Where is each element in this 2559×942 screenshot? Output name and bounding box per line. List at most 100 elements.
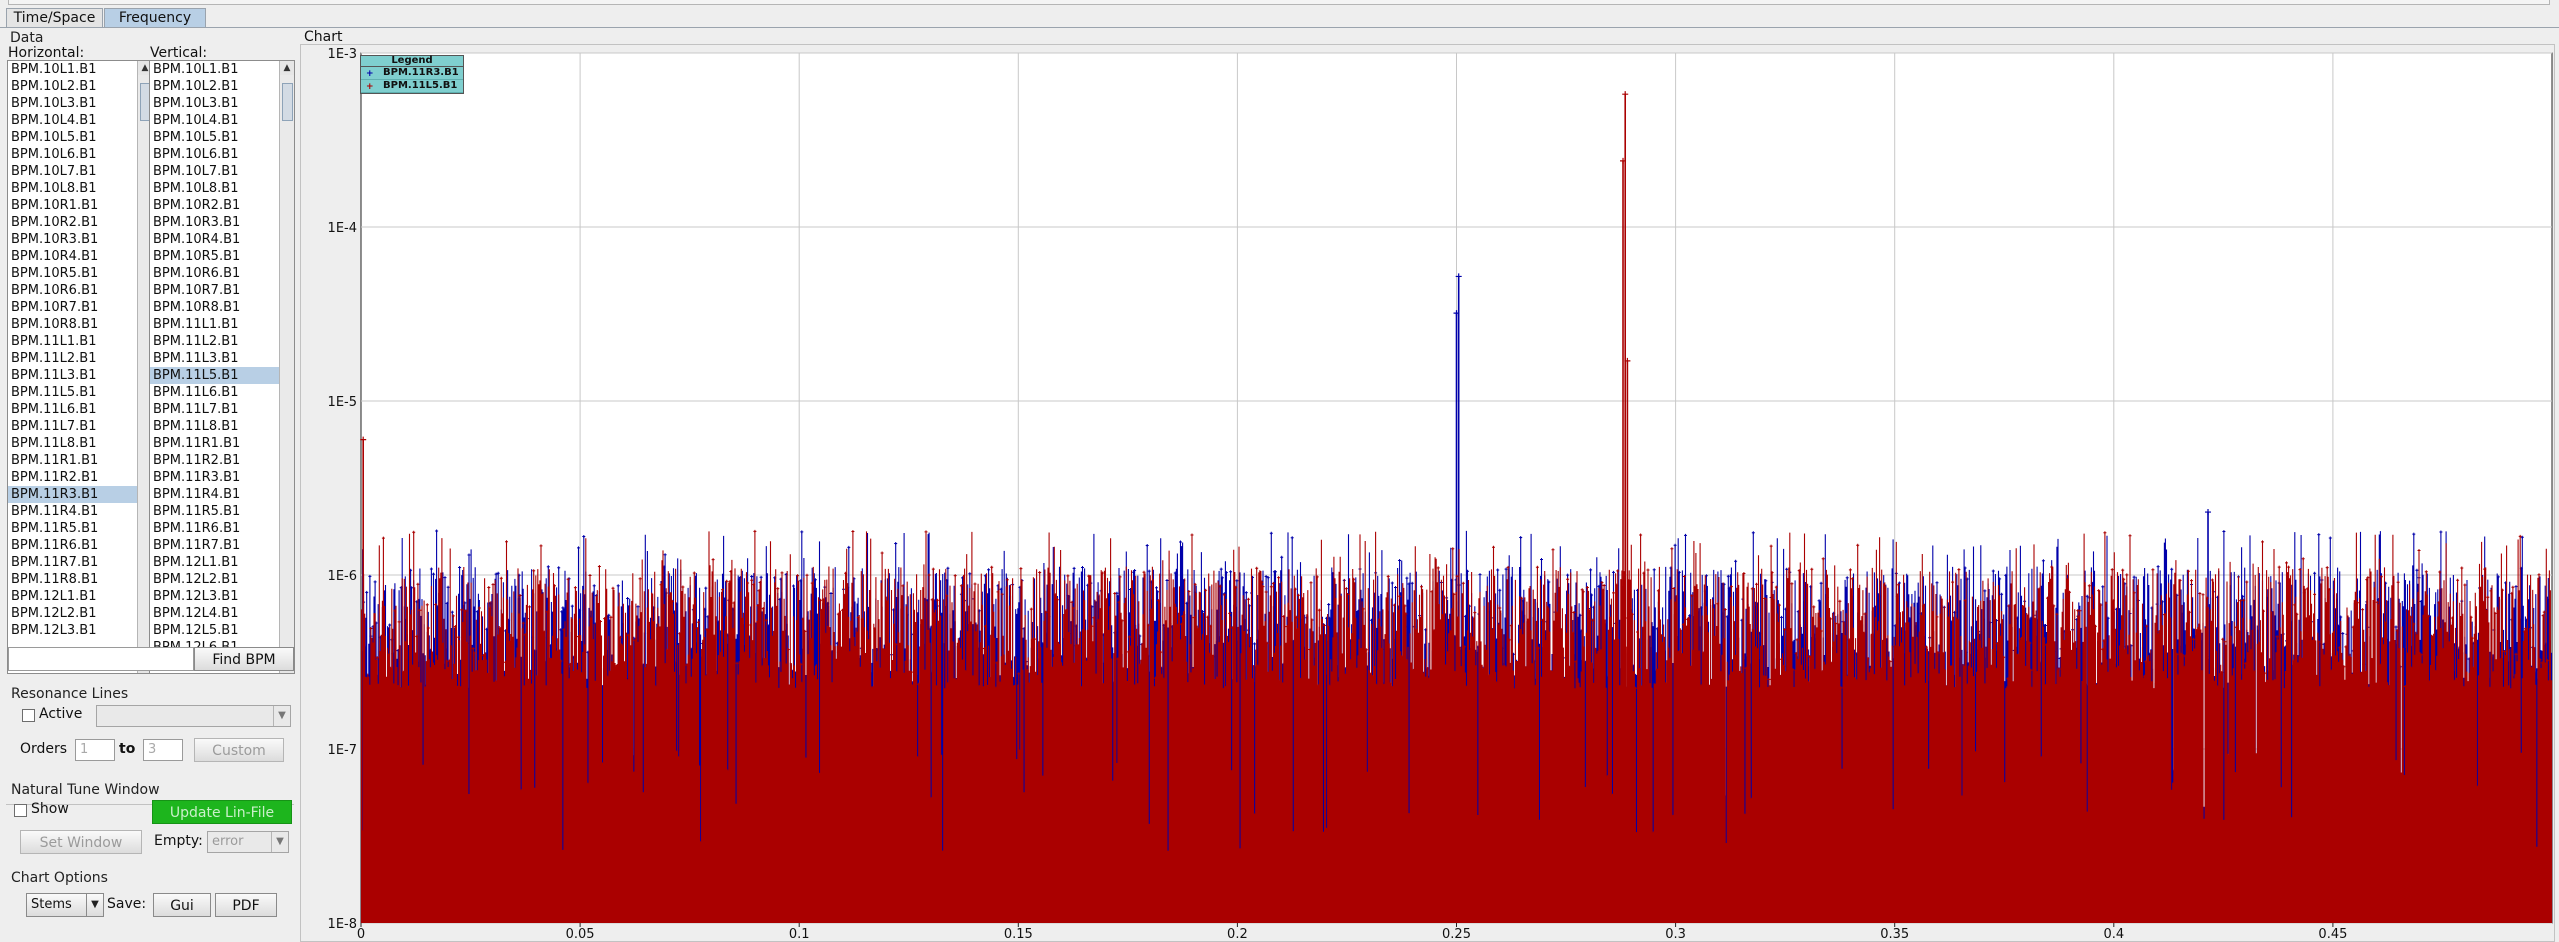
list-item[interactable]: BPM.11L1.B1 [11,334,97,349]
list-item[interactable]: BPM.11L5.B1 [150,367,294,384]
list-item[interactable]: BPM.12L1.B1 [153,555,239,570]
show-checkbox[interactable] [14,804,27,817]
list-item[interactable]: BPM.11R2.B1 [153,453,241,468]
list-item[interactable]: BPM.10R3.B1 [153,215,241,230]
custom-button[interactable]: Custom [194,738,284,762]
list-item[interactable]: BPM.10L1.B1 [11,62,97,77]
chevron-down-icon: ▼ [86,894,103,916]
list-item[interactable]: BPM.11R3.B1 [8,486,152,503]
list-item[interactable]: BPM.10R4.B1 [153,232,241,247]
list-item[interactable]: BPM.12L2.B1 [153,572,239,587]
active-checkbox[interactable] [22,709,35,722]
list-item[interactable]: BPM.11L2.B1 [11,351,97,366]
scroll-up-icon[interactable]: ▲ [280,61,294,75]
find-bpm-button[interactable]: Find BPM [194,647,294,671]
list-item[interactable]: BPM.10R5.B1 [11,266,99,281]
list-item[interactable]: BPM.11R5.B1 [11,521,99,536]
list-item[interactable]: BPM.11R1.B1 [11,453,99,468]
list-item[interactable]: BPM.12L2.B1 [11,606,97,621]
list-item[interactable]: BPM.10L4.B1 [153,113,239,128]
list-item[interactable]: BPM.10L4.B1 [11,113,97,128]
list-item[interactable]: BPM.11R4.B1 [153,487,241,502]
legend-entry-label: BPM.11R3.B1 [383,67,459,78]
frequency-plot[interactable]: 0 0.05 0.1 0.15 0.2 0.25 0.3 0.35 0.4 0.45 1E-3 1E-… [301,45,2554,941]
list-item[interactable]: BPM.11R3.B1 [153,470,241,485]
list-item[interactable]: BPM.11R6.B1 [11,538,99,553]
list-item[interactable]: BPM.10R6.B1 [11,283,99,298]
list-item[interactable]: BPM.10R6.B1 [153,266,241,281]
list-item[interactable]: BPM.10L7.B1 [153,164,239,179]
list-item[interactable]: BPM.11R1.B1 [153,436,241,451]
list-item[interactable]: BPM.10L2.B1 [11,79,97,94]
vertical-list-scrollbar[interactable]: ▲ ▼ [279,61,294,673]
list-item[interactable]: BPM.10L6.B1 [11,147,97,162]
peak-marker [1620,157,1627,164]
list-item[interactable]: BPM.11L2.B1 [153,334,239,349]
resonance-combo[interactable]: ▼ [96,705,291,727]
list-item[interactable]: BPM.10R4.B1 [11,249,99,264]
list-item[interactable]: BPM.10L7.B1 [11,164,97,179]
list-item[interactable]: BPM.10R1.B1 [11,198,99,213]
list-item[interactable]: BPM.10R8.B1 [11,317,99,332]
tab-time-space[interactable]: Time/Space [6,8,103,27]
list-item[interactable]: BPM.10L8.B1 [153,181,239,196]
list-item[interactable]: BPM.12L5.B1 [153,623,239,638]
list-item[interactable]: BPM.10R5.B1 [153,249,241,264]
legend-entry[interactable]: + BPM.11L5.B1 [361,80,463,93]
list-item[interactable]: BPM.11L3.B1 [153,351,239,366]
list-item[interactable]: BPM.10R7.B1 [11,300,99,315]
list-item[interactable]: BPM.11L5.B1 [11,385,97,400]
empty-combo-value: error [212,834,244,849]
save-pdf-button[interactable]: PDF [215,893,277,917]
list-item[interactable]: BPM.11R5.B1 [153,504,241,519]
horizontal-bpm-list[interactable]: BPM.10L1.B1 BPM.10L2.B1 BPM.10L3.B1 BPM.10L… [7,60,153,674]
legend-entry[interactable]: + BPM.11R3.B1 [361,67,463,80]
list-item[interactable]: BPM.10L8.B1 [11,181,97,196]
list-item[interactable]: BPM.11R2.B1 [11,470,99,485]
list-item[interactable]: BPM.10R8.B1 [153,300,241,315]
list-item[interactable]: BPM.10L1.B1 [153,62,239,77]
scroll-thumb[interactable] [282,83,293,121]
list-item[interactable]: BPM.10L6.B1 [153,147,239,162]
list-item[interactable]: BPM.12L4.B1 [153,606,239,621]
empty-combo[interactable]: error ▼ [207,831,289,853]
list-item[interactable]: BPM.11L7.B1 [11,419,97,434]
list-item[interactable]: BPM.12L3.B1 [153,589,239,604]
tab-frequency[interactable]: Frequency [104,8,206,27]
save-gui-button[interactable]: Gui [153,893,211,917]
list-item[interactable]: BPM.10L5.B1 [153,130,239,145]
list-item[interactable]: BPM.11R8.B1 [11,572,99,587]
list-item[interactable]: BPM.11L3.B1 [11,368,97,383]
vertical-bpm-list[interactable]: BPM.10L1.B1 BPM.10L2.B1 BPM.10L3.B1 BPM.10L… [149,60,295,674]
set-window-button[interactable]: Set Window [20,830,142,854]
scroll-up-icon[interactable]: ▲ [138,61,152,75]
plot-type-combo[interactable]: Stems ▼ [26,893,104,917]
list-item[interactable]: BPM.10R2.B1 [11,215,99,230]
order-to-input[interactable]: 3 [143,739,183,761]
list-item[interactable]: BPM.12L1.B1 [11,589,97,604]
order-from-input[interactable]: 1 [75,739,115,761]
bpm-search-input[interactable] [8,647,194,671]
update-lin-file-button[interactable]: Update Lin-File [152,800,292,824]
empty-label: Empty: [154,833,203,849]
list-item[interactable]: BPM.11R6.B1 [153,521,241,536]
list-item[interactable]: BPM.11R7.B1 [11,555,99,570]
list-item[interactable]: BPM.11L1.B1 [153,317,239,332]
list-item[interactable]: BPM.10L3.B1 [11,96,97,111]
list-item[interactable]: BPM.10R7.B1 [153,283,241,298]
list-item[interactable]: BPM.10L2.B1 [153,79,239,94]
list-item[interactable]: BPM.10L3.B1 [153,96,239,111]
legend-header: Legend [361,56,463,67]
list-item[interactable]: BPM.10R3.B1 [11,232,99,247]
list-item[interactable]: BPM.10L5.B1 [11,130,97,145]
list-item[interactable]: BPM.11L6.B1 [11,402,97,417]
list-item[interactable]: BPM.11R7.B1 [153,538,241,553]
list-item[interactable]: BPM.11L8.B1 [153,419,239,434]
list-item[interactable]: BPM.12L3.B1 [11,623,97,638]
chart-legend[interactable]: Legend + BPM.11R3.B1 + BPM.11L5.B1 [360,55,464,94]
list-item[interactable]: BPM.11L7.B1 [153,402,239,417]
list-item[interactable]: BPM.10R2.B1 [153,198,241,213]
list-item[interactable]: BPM.11L8.B1 [11,436,97,451]
list-item[interactable]: BPM.11R4.B1 [11,504,99,519]
list-item[interactable]: BPM.11L6.B1 [153,385,239,400]
